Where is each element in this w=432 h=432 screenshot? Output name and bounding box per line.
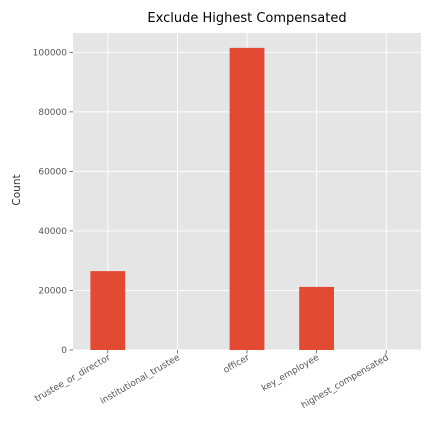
chart-title: Exclude Highest Compensated — [147, 11, 346, 26]
bar-key-employee — [299, 286, 334, 350]
bar-trustee-or-director — [90, 271, 126, 350]
y-axis-label: Count — [11, 174, 23, 205]
bar-officer — [229, 47, 265, 350]
y-tick-label: 80000 — [38, 108, 67, 118]
x-tick-label: officer — [222, 353, 252, 376]
y-tick-label: 60000 — [38, 167, 67, 177]
y-tick-label: 0 — [61, 346, 67, 356]
y-tick-label: 100000 — [33, 48, 68, 58]
y-axis-ticks: 0 20000 40000 60000 80000 100000 — [33, 48, 73, 356]
x-tick-label: key_employee — [260, 353, 321, 394]
bars — [90, 47, 334, 350]
x-axis-ticks: trustee_or_directorinstitutional_trustee… — [33, 350, 391, 411]
y-tick-label: 40000 — [38, 227, 67, 237]
y-tick-label: 20000 — [38, 286, 67, 296]
